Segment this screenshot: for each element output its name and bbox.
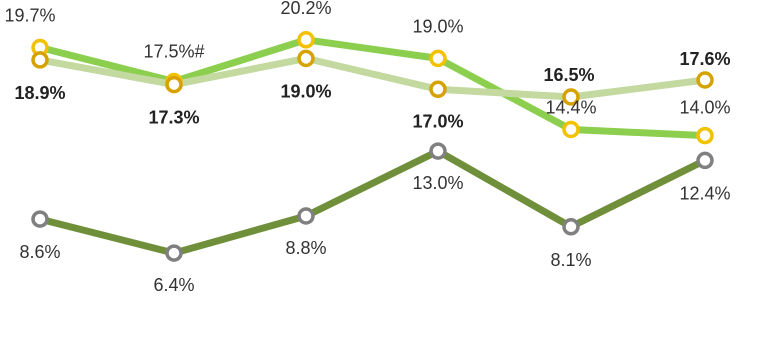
data-label-s1-1: 19.7% <box>4 6 55 26</box>
data-label-s1-3: 20.2% <box>280 0 331 18</box>
series-lines <box>36 36 709 257</box>
series-line-1 <box>36 36 709 140</box>
data-point-s2-4 <box>429 80 447 99</box>
series-line-2 <box>36 54 709 101</box>
data-label-s2-4: 17.0% <box>412 111 463 131</box>
data-label-s3-4: 13.0% <box>412 173 463 193</box>
data-point-s2-3 <box>297 49 315 68</box>
data-label-s1-5: 14.4% <box>545 98 596 118</box>
data-point-s3-2 <box>165 244 183 262</box>
data-label-s2-6: 17.6% <box>679 49 730 69</box>
data-label-s1-4: 19.0% <box>412 16 463 36</box>
data-label-s1-6: 14.0% <box>679 98 730 118</box>
data-label-s2-2: 17.3% <box>148 108 199 128</box>
data-label-s3-1: 8.6% <box>19 242 60 262</box>
data-point-s3-4 <box>429 142 447 160</box>
data-label-s3-5: 8.1% <box>550 250 591 270</box>
data-point-s2-6 <box>696 71 714 89</box>
data-label-s3-3: 8.8% <box>285 238 326 258</box>
data-label-s3-6: 12.4% <box>679 183 730 203</box>
data-point-s3-6 <box>696 151 714 170</box>
data-point-s2-5 <box>562 88 580 106</box>
data-point-s2-2 <box>165 75 183 94</box>
data-point-s1-3 <box>297 31 315 49</box>
data-label-s2-1: 18.9% <box>14 83 65 103</box>
series-line-3 <box>36 147 709 257</box>
data-point-s1-6 <box>696 126 714 145</box>
data-point-s3-1 <box>31 210 49 228</box>
data-point-s3-5 <box>562 218 580 236</box>
data-point-s2-1 <box>31 51 49 69</box>
data-point-s1-4 <box>429 49 447 68</box>
data-point-s1-5 <box>562 120 580 139</box>
data-label-s3-2: 6.4% <box>153 275 194 295</box>
data-label-s2-5: 16.5% <box>543 65 594 85</box>
data-labels: 19.7% 17.5%# 20.2% 19.0% 14.4% 14.0% 18.9% 17.3… <box>4 0 730 295</box>
series-markers <box>31 31 714 262</box>
data-point-s3-3 <box>297 207 315 225</box>
data-label-s2-3: 19.0% <box>280 81 331 101</box>
data-label-s1-2: 17.5%# <box>143 42 204 62</box>
